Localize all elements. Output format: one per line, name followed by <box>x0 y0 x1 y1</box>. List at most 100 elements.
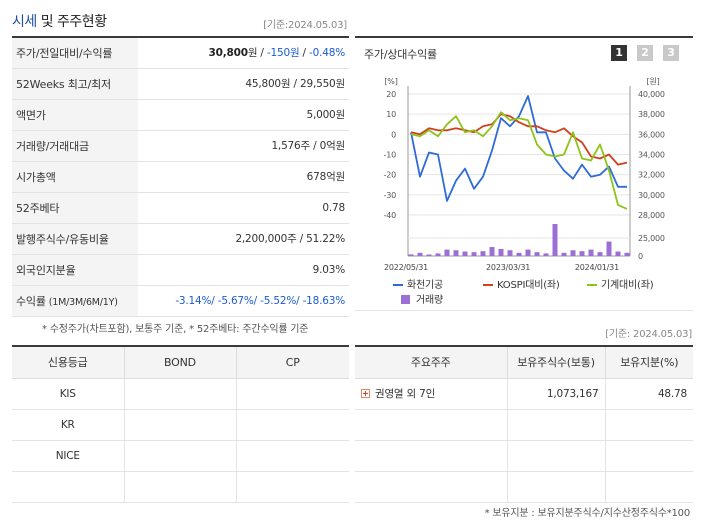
price-note: * 수정주가(차트포함), 보통주 기준, * 52주베타: 주간수익률 기준 <box>42 324 309 335</box>
price-row-label: 외국인지분율 <box>12 254 138 286</box>
cp-rating-cell <box>235 471 349 503</box>
credit-header-cp: CP <box>235 346 349 379</box>
chart-page-1-button[interactable]: 1 <box>611 45 627 61</box>
credit-agency: KIS <box>12 378 124 410</box>
holder-name-text: 권영열 외 7인 <box>375 388 436 400</box>
expand-plus-icon[interactable] <box>361 389 370 398</box>
price-chart: [%] [원] 20 40,000 10 38,000 0 36,000 -10 34,000 -2… <box>384 77 666 306</box>
holder-shares <box>506 409 605 441</box>
date-reference: [기준:2024.05.03] <box>263 20 347 31</box>
holder-pct <box>604 471 693 503</box>
price-row-value: 9.03% <box>138 254 349 286</box>
volume-bar <box>606 241 612 256</box>
x-tick-label: 2023/03/31 <box>486 263 530 272</box>
price-row-label: 52주베타 <box>12 192 138 224</box>
price-row: 외국인지분율 9.03% <box>12 254 349 286</box>
table-row <box>355 409 693 441</box>
cp-rating-cell <box>235 440 349 472</box>
price-rate: -0.48% <box>309 47 345 60</box>
holder-name[interactable]: 권영열 외 7인 <box>355 378 507 410</box>
series-line-2 <box>410 111 628 210</box>
holder-header-shares: 보유주식수(보통) <box>506 346 605 379</box>
row-value-text: -3.14%/ -5.67%/ -5.52%/ -18.63% <box>175 294 345 307</box>
right-axis-unit: [원] <box>646 77 659 86</box>
price-row: 수익률 (1M/3M/6M/1Y) -3.14%/ -5.67%/ -5.52%/ … <box>12 285 349 317</box>
price-row: 52주베타 0.78 <box>12 192 349 224</box>
series-line-1 <box>410 113 628 166</box>
row-label-text: 시가총액 <box>16 170 56 184</box>
volume-tick-label: 0 <box>638 252 643 261</box>
credit-agency: KR <box>12 409 124 441</box>
row-label-text: 수익률 <box>16 294 46 308</box>
volume-bar <box>552 224 558 256</box>
price-row-value: -3.14%/ -5.67%/ -5.52%/ -18.63% <box>138 285 349 317</box>
price-row-label: 거래량/거래대금 <box>12 130 138 162</box>
credit-header-bond: BOND <box>123 346 236 379</box>
volume-bar <box>453 250 459 256</box>
table-row: KIS <box>12 378 349 410</box>
left-tick-label: -10 <box>384 151 397 160</box>
title-rest: 및 주주현황 <box>40 14 107 30</box>
bond-rating-cell <box>123 409 236 441</box>
row-label-text: 액면가 <box>16 108 46 122</box>
volume-bar <box>408 254 414 256</box>
table-row <box>355 440 693 472</box>
row-value-text: 45,800원 / 29,550원 <box>245 78 345 90</box>
legend-swatch-volume <box>401 295 410 304</box>
credit-header-rating: 신용등급 <box>12 346 124 379</box>
row-value-text: 678억원 <box>306 171 346 183</box>
volume-bar <box>417 252 423 256</box>
x-tick-label: 2024/01/31 <box>575 263 619 272</box>
table-row <box>355 471 693 503</box>
right-tick-label: 28,000 <box>638 211 665 220</box>
row-label-text: 52주베타 <box>16 201 60 215</box>
price-row-label: 시가총액 <box>12 161 138 193</box>
price-row: 52Weeks 최고/최저 45,800원 / 29,550원 <box>12 68 349 100</box>
volume-bar <box>489 247 495 256</box>
volume-bar <box>435 253 441 256</box>
table-row: NICE <box>12 440 349 472</box>
volume-bar <box>534 252 540 256</box>
table-row: 권영열 외 7인 1,073,167 48.78 <box>355 378 693 410</box>
volume-bar <box>579 251 585 256</box>
table-row: KR <box>12 409 349 441</box>
holder-pct <box>604 409 693 441</box>
right-tick-label: 38,000 <box>638 110 665 119</box>
separator: / <box>299 47 310 60</box>
series-line-0 <box>410 95 627 202</box>
chart-panel: 주가/상대수익률 1 2 3 [%] [원] 20 40,000 10 38,000 0 36… <box>355 36 693 311</box>
price-table: 주가/전일대비/수익률 30,800원 / -150원 / -0.48% 52Wee… <box>12 36 349 317</box>
left-tick-label: 10 <box>386 110 396 119</box>
price-row-value: 1,576주 / 0억원 <box>138 130 349 162</box>
legend-label: 기계대비(좌) <box>601 279 654 291</box>
price-row-value: 5,000원 <box>138 99 349 131</box>
x-tick-label: 2022/05/31 <box>384 263 428 272</box>
cp-rating-cell <box>235 409 349 441</box>
legend-label: KOSPI대비(좌) <box>497 279 560 291</box>
left-tick-label: -20 <box>384 171 397 180</box>
left-tick-label: 0 <box>391 130 396 139</box>
bond-rating-cell <box>123 440 236 472</box>
row-value-text: 0.78 <box>322 201 345 214</box>
volume-bar <box>615 251 621 256</box>
price-row-label: 발행주식수/유동비율 <box>12 223 138 255</box>
right-tick-label: 32,000 <box>638 171 665 180</box>
left-tick-label: 20 <box>386 90 396 99</box>
bond-rating-cell <box>123 378 236 410</box>
volume-bar <box>471 252 477 256</box>
volume-bar <box>516 252 522 256</box>
holder-name <box>355 471 507 503</box>
row-label-text: 발행주식수/유동비율 <box>16 232 109 246</box>
chart-page-2-button[interactable]: 2 <box>637 45 653 61</box>
holder-shares: 1,073,167 <box>506 378 605 410</box>
price-unit: 원 <box>247 47 258 60</box>
section-title: 시세 및 주주현황 <box>12 11 107 31</box>
volume-bar <box>588 249 594 256</box>
credit-rating-table: 신용등급 BOND CP KIS KR NICE <box>12 345 349 503</box>
chart-page-3-button[interactable]: 3 <box>663 45 679 61</box>
price-row-value: 45,800원 / 29,550원 <box>138 68 349 100</box>
holder-date-reference: [기준: 2024.05.03] <box>605 329 692 340</box>
current-price: 30,800 <box>208 47 249 60</box>
credit-agency: NICE <box>12 440 124 472</box>
left-tick-label: -40 <box>384 211 397 220</box>
